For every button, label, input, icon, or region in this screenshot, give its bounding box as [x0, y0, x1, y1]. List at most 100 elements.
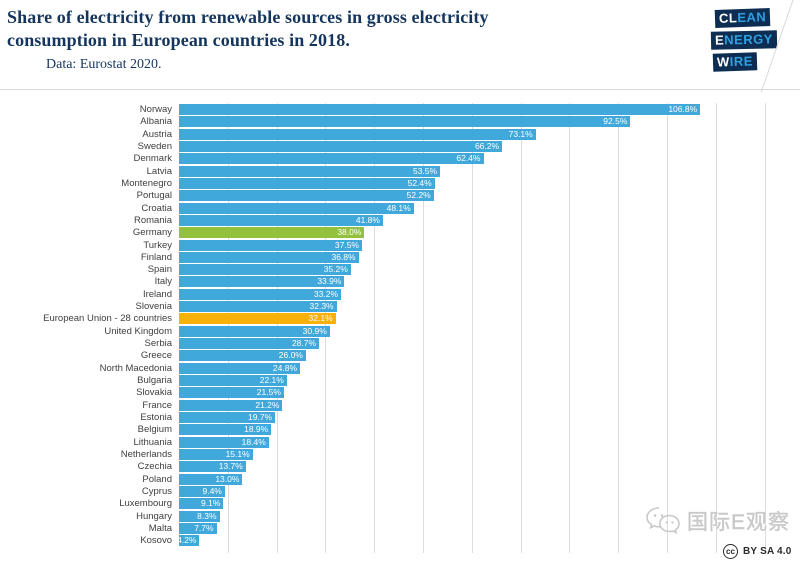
- gridline: [471, 103, 473, 553]
- bar: 33.9%: [179, 276, 345, 288]
- bar: 38.0%: [179, 227, 365, 239]
- country-label: European Union - 28 countries: [43, 313, 172, 325]
- bar: 106.8%: [179, 104, 701, 115]
- value-label: 53.5%: [412, 165, 438, 176]
- value-label: 48.1%: [386, 202, 411, 213]
- gridline: [764, 103, 766, 553]
- bar: 22.1%: [179, 375, 287, 387]
- value-label: 62.4%: [456, 153, 481, 164]
- bar: 52.4%: [179, 177, 435, 189]
- chart-title-line1: Share of electricity from renewable sour…: [7, 7, 489, 27]
- bar: 37.5%: [179, 239, 362, 251]
- cc-icon: cc: [723, 544, 738, 559]
- country-label: Luxembourg: [119, 498, 172, 510]
- value-label: 28.7%: [291, 338, 317, 349]
- logo-wire-blue: IRE: [729, 53, 754, 70]
- country-label: Kosovo: [140, 535, 172, 547]
- bar: 33.2%: [179, 288, 342, 300]
- value-label: 66.2%: [474, 140, 500, 151]
- value-label: 41.8%: [355, 214, 380, 225]
- value-label: 38.0%: [337, 227, 362, 238]
- country-label: Belgium: [137, 424, 172, 436]
- country-label: Czechia: [137, 461, 172, 473]
- bar: 30.9%: [179, 325, 330, 337]
- country-label: Slovenia: [135, 301, 172, 313]
- value-label: 33.2%: [313, 288, 339, 299]
- gridline: [423, 103, 424, 553]
- bar: 92.5%: [179, 116, 631, 128]
- value-label: 33.9%: [317, 276, 342, 287]
- bar: 35.2%: [179, 264, 351, 276]
- value-label: 32.3%: [309, 301, 334, 312]
- country-label: North Macedonia: [99, 362, 172, 374]
- bar: 9.1%: [179, 498, 224, 510]
- chart-title: Share of electricity from renewable sour…: [7, 6, 489, 52]
- country-label: Spain: [147, 264, 172, 276]
- country-label: Albania: [140, 116, 172, 128]
- bar: 53.5%: [179, 165, 441, 177]
- value-label: 13.7%: [218, 461, 243, 472]
- bar: 21.5%: [179, 387, 284, 399]
- bar: 13.0%: [179, 473, 243, 485]
- bar: 41.8%: [179, 214, 383, 226]
- country-label: Slovakia: [136, 387, 172, 399]
- bar: 32.3%: [179, 301, 337, 313]
- license-badge: cc BY SA 4.0: [723, 544, 792, 559]
- country-label: Sweden: [137, 140, 172, 152]
- value-label: 32.1%: [308, 313, 333, 324]
- country-label: Montenegro: [121, 177, 172, 189]
- logo-clean-blue: EAN: [737, 9, 767, 26]
- country-label: Hungary: [136, 510, 172, 522]
- value-label: 4.2%: [177, 535, 197, 546]
- value-label: 9.1%: [201, 498, 221, 509]
- bar: 9.4%: [179, 485, 225, 497]
- wechat-icon: [646, 507, 680, 535]
- watermark: 国际E观察: [645, 505, 790, 537]
- value-label: 18.4%: [241, 436, 266, 447]
- value-label: 73.1%: [508, 128, 533, 139]
- chart-title-line2: consumption in European countries in 201…: [7, 30, 350, 50]
- value-label: 52.4%: [407, 177, 432, 188]
- gridline: [715, 103, 717, 553]
- value-label: 35.2%: [323, 264, 348, 275]
- country-label: Romania: [133, 214, 172, 226]
- chart-subtitle: Data: Eurostat 2020.: [46, 57, 162, 72]
- logo-clean-white: CL: [718, 10, 738, 26]
- value-label: 92.5%: [603, 116, 628, 127]
- country-label: Cyprus: [141, 485, 172, 497]
- value-label: 26.0%: [278, 350, 303, 361]
- value-label: 9.4%: [202, 485, 222, 496]
- bar: 8.3%: [179, 510, 220, 522]
- value-label: 21.5%: [256, 387, 281, 398]
- bar: 48.1%: [179, 202, 414, 214]
- bar: 66.2%: [179, 140, 503, 152]
- bar: 7.7%: [179, 522, 217, 534]
- country-label: Norway: [139, 104, 172, 115]
- country-label: Ireland: [142, 288, 172, 300]
- bar: 21.2%: [179, 399, 283, 411]
- value-label: 7.7%: [194, 522, 214, 533]
- bar: 15.1%: [179, 448, 253, 460]
- value-label: 18.9%: [244, 424, 269, 435]
- value-label: 15.1%: [225, 448, 250, 459]
- bar: 18.9%: [179, 424, 272, 436]
- country-label: Serbia: [144, 338, 172, 350]
- country-label: Netherlands: [120, 448, 172, 460]
- value-label: 21.2%: [255, 399, 280, 410]
- license-label: BY SA 4.0: [743, 546, 792, 557]
- value-label: 36.8%: [331, 251, 356, 262]
- header: Share of electricity from renewable sour…: [0, 0, 800, 93]
- country-label: Austria: [142, 128, 172, 140]
- bar: 28.7%: [179, 338, 320, 350]
- country-label: United Kingdom: [104, 325, 172, 337]
- value-label: 37.5%: [334, 239, 359, 250]
- bar: 32.1%: [179, 313, 336, 325]
- gridline: [520, 103, 522, 553]
- bar: 73.1%: [179, 128, 536, 140]
- value-label: 24.8%: [272, 362, 298, 373]
- logo-row-energy: ENERGY: [710, 30, 780, 53]
- bar: 4.2%: [177, 535, 200, 547]
- gridline: [374, 103, 376, 553]
- bar: 18.4%: [179, 436, 269, 448]
